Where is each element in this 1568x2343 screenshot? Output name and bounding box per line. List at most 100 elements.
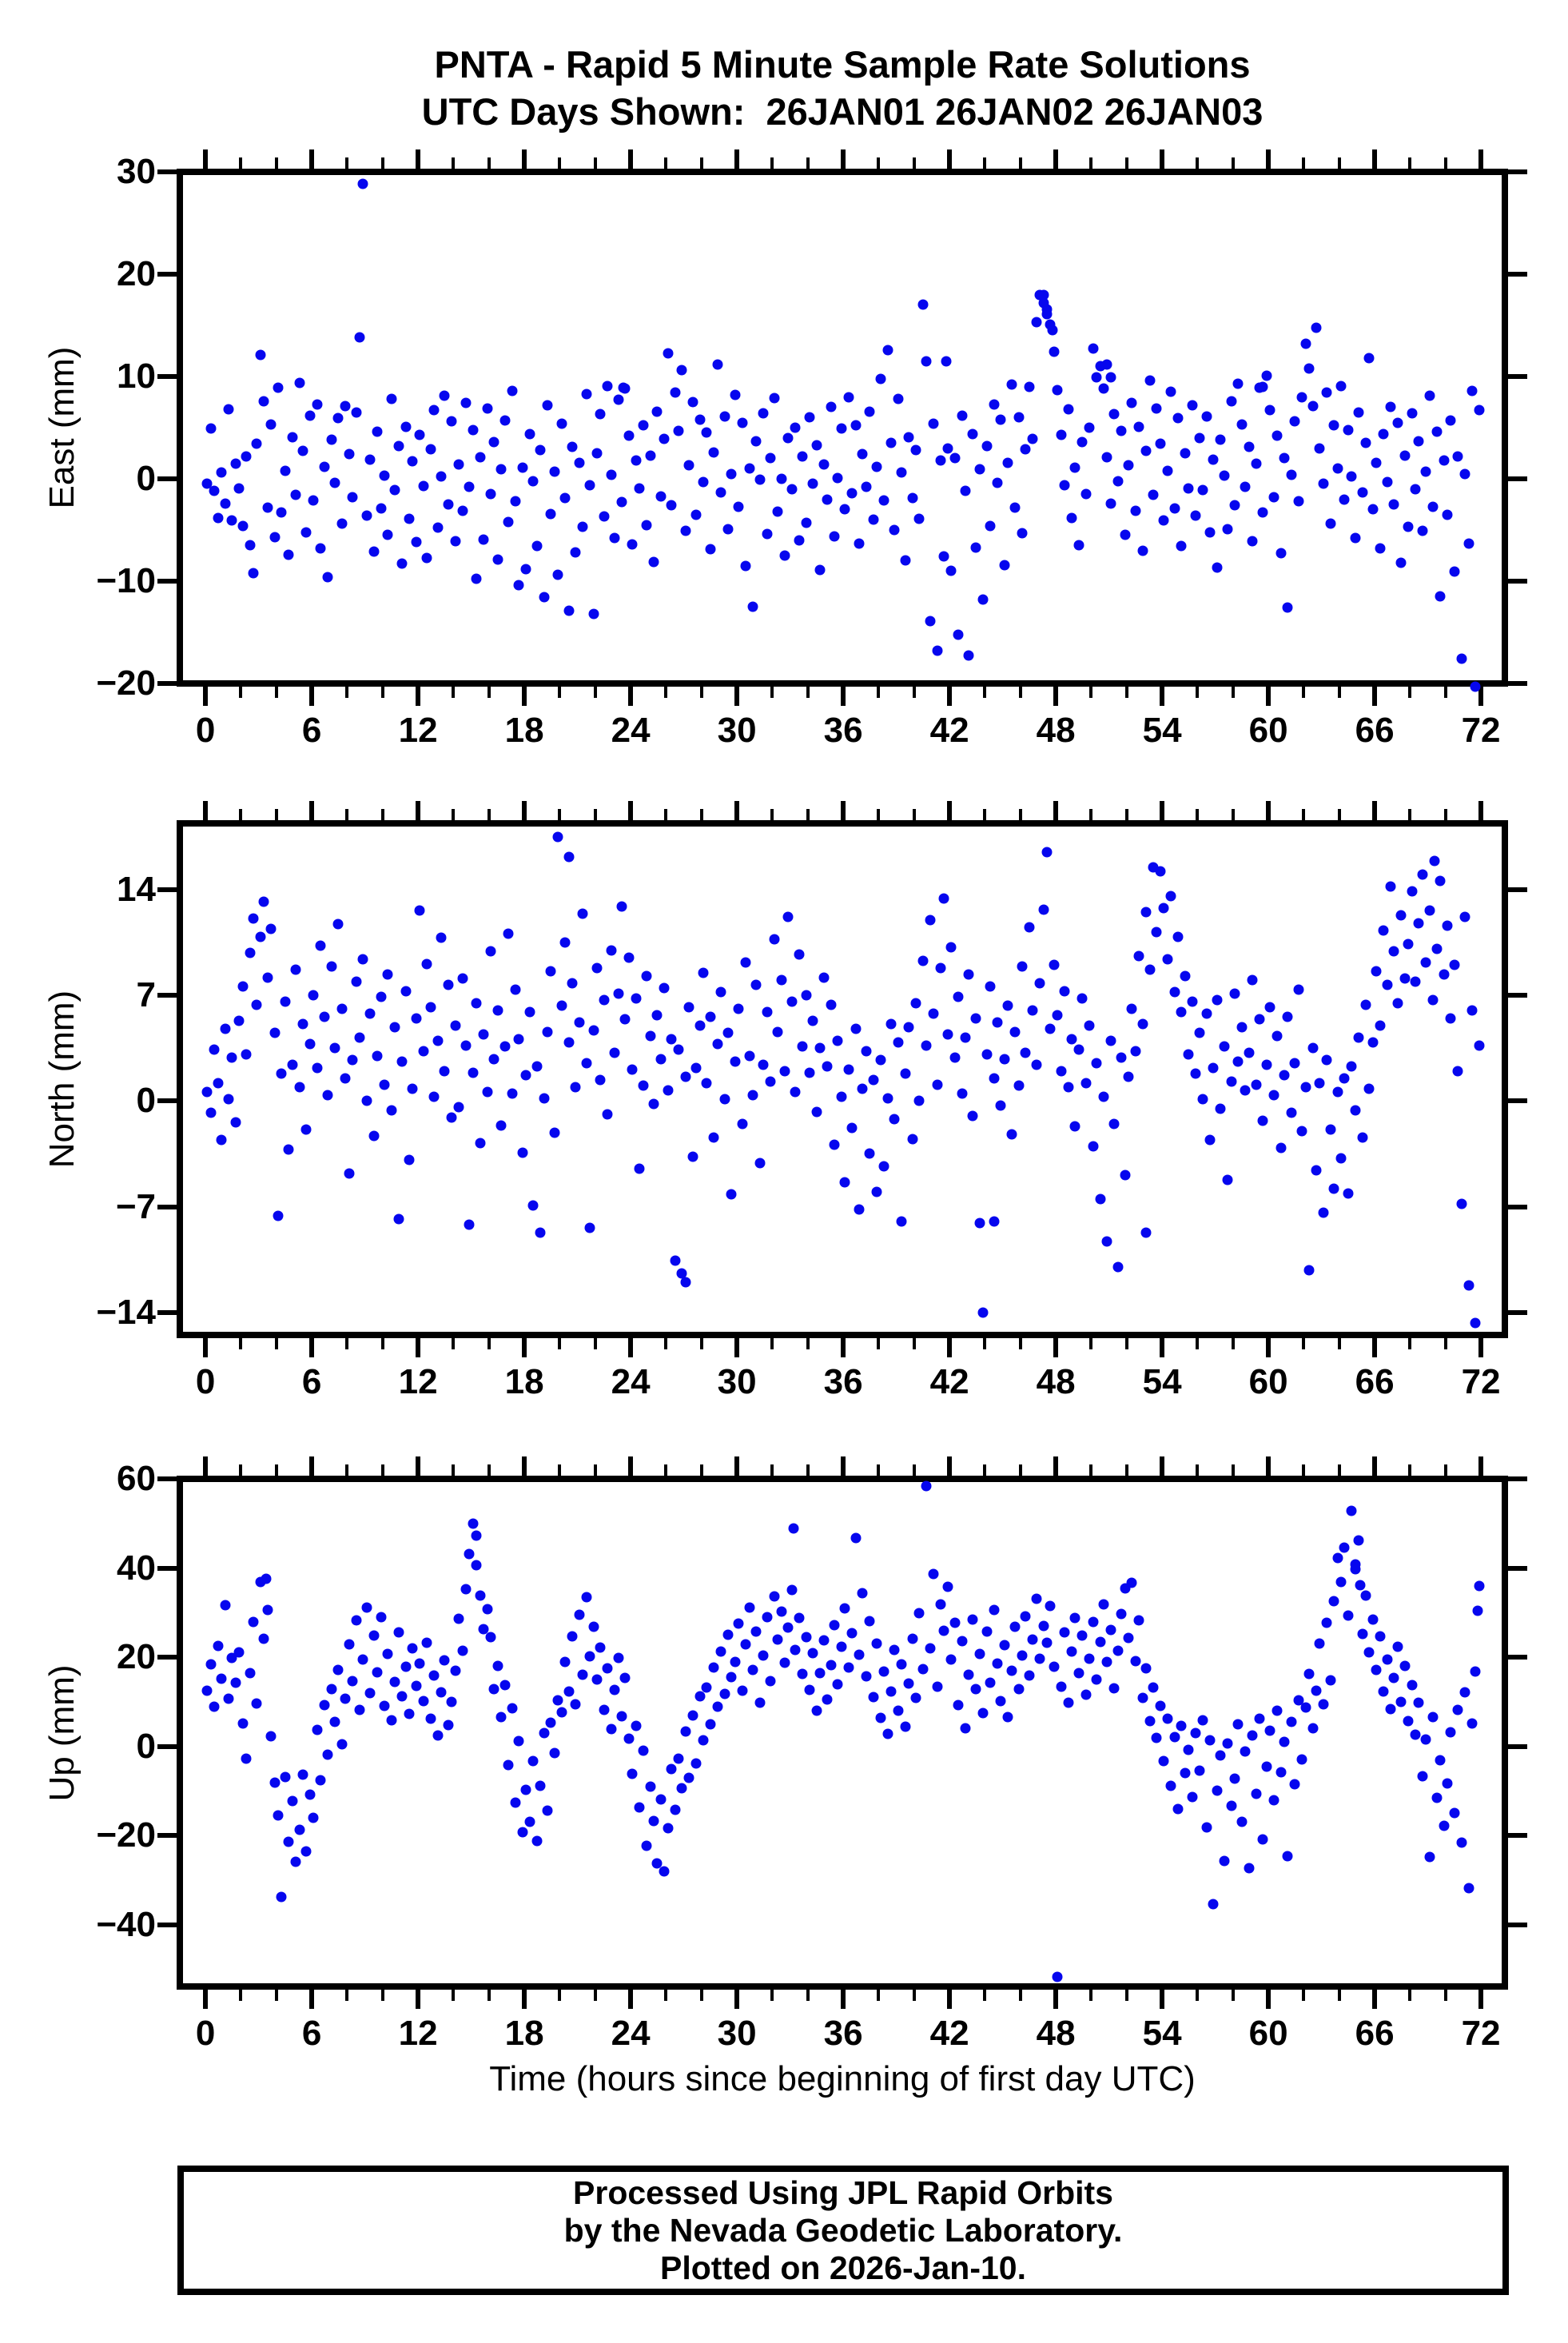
- figure-subtitle: UTC Days Shown: 26JAN01 26JAN02 26JAN03: [421, 90, 1264, 133]
- x-tick: [1160, 687, 1165, 706]
- data-point: [428, 404, 440, 416]
- data-point: [294, 1082, 305, 1093]
- data-point: [1123, 1071, 1134, 1082]
- data-point: [1194, 1027, 1205, 1038]
- data-point: [1190, 1727, 1201, 1739]
- data-point: [666, 500, 677, 511]
- data-point: [322, 572, 333, 583]
- data-point: [488, 436, 499, 448]
- data-point: [1080, 1078, 1092, 1089]
- y-tick-label: 0: [136, 1081, 156, 1121]
- y-tick: [1508, 1833, 1527, 1838]
- data-point: [818, 972, 830, 983]
- data-point: [999, 1054, 1010, 1064]
- data-point: [871, 1638, 882, 1649]
- data-point: [631, 455, 642, 466]
- data-point: [1084, 1020, 1095, 1031]
- x-tick: [558, 1338, 562, 1349]
- data-point: [1222, 1738, 1233, 1749]
- data-point: [1165, 891, 1176, 902]
- data-point: [1321, 387, 1332, 398]
- data-point: [1069, 1612, 1080, 1624]
- data-point: [471, 998, 482, 1009]
- data-point: [478, 1029, 489, 1040]
- data-point: [517, 1147, 528, 1158]
- data-point: [1101, 452, 1112, 463]
- data-point: [836, 1641, 847, 1652]
- data-point: [896, 1659, 907, 1670]
- data-point: [871, 1186, 882, 1197]
- data-point: [1474, 1040, 1485, 1051]
- data-point: [1098, 1599, 1109, 1610]
- data-point: [1325, 1675, 1336, 1686]
- data-point: [595, 1074, 606, 1086]
- data-point: [977, 1707, 989, 1719]
- data-point: [1410, 976, 1421, 987]
- data-point: [641, 970, 652, 982]
- data-point: [1470, 1666, 1481, 1677]
- data-point: [503, 928, 514, 939]
- data-point: [1137, 1018, 1148, 1030]
- x-tick: [1302, 809, 1306, 820]
- x-tick: [522, 149, 527, 169]
- data-point: [1105, 1624, 1116, 1636]
- y-tick: [1508, 681, 1527, 686]
- data-point: [513, 1034, 524, 1045]
- x-tick: [416, 687, 421, 706]
- data-point: [1208, 454, 1219, 465]
- data-point: [1399, 973, 1411, 984]
- x-tick: [664, 1464, 668, 1476]
- data-point: [261, 1573, 271, 1584]
- x-tick-label: 72: [1461, 2014, 1501, 2053]
- data-point: [970, 542, 981, 553]
- data-point: [1424, 905, 1435, 916]
- data-point: [1095, 1636, 1105, 1648]
- data-point: [414, 905, 425, 916]
- x-tick: [558, 1464, 562, 1476]
- data-point: [941, 356, 952, 367]
- data-point: [357, 178, 368, 189]
- data-point: [1229, 1773, 1240, 1784]
- data-point: [418, 1046, 429, 1057]
- data-point: [1371, 1664, 1382, 1676]
- data-point: [1201, 1822, 1212, 1833]
- data-point: [332, 412, 344, 424]
- data-point: [287, 1059, 298, 1070]
- data-point: [290, 964, 301, 975]
- data-point: [1212, 1785, 1223, 1796]
- data-point: [921, 1040, 932, 1051]
- data-point: [1095, 1193, 1105, 1205]
- data-point: [1388, 499, 1399, 510]
- x-tick: [1018, 1338, 1022, 1349]
- data-point: [507, 385, 518, 396]
- data-point: [1226, 1076, 1237, 1087]
- data-point: [574, 457, 585, 468]
- data-point: [705, 1719, 716, 1730]
- data-point: [1077, 1630, 1088, 1641]
- data-point: [1318, 1699, 1329, 1710]
- data-point: [1229, 988, 1240, 999]
- data-point: [1300, 1702, 1311, 1713]
- data-point: [1360, 437, 1371, 448]
- data-point: [1296, 1754, 1307, 1765]
- data-point: [907, 492, 918, 504]
- data-point: [1403, 938, 1414, 950]
- x-tick: [699, 687, 703, 698]
- data-point: [701, 1078, 712, 1089]
- data-point: [1403, 1715, 1414, 1727]
- data-point: [676, 1268, 687, 1279]
- data-point: [340, 1693, 351, 1704]
- data-point: [782, 911, 794, 922]
- data-point: [981, 1626, 993, 1637]
- data-point: [744, 1050, 755, 1062]
- data-point: [332, 1664, 344, 1676]
- data-point: [241, 451, 252, 462]
- data-point: [857, 448, 868, 460]
- data-point: [850, 1023, 862, 1034]
- x-tick: [1372, 1338, 1378, 1357]
- data-point: [889, 1114, 900, 1125]
- data-point: [1133, 421, 1144, 432]
- x-tick: [1089, 687, 1093, 698]
- data-point: [492, 1660, 503, 1672]
- data-point: [779, 550, 790, 561]
